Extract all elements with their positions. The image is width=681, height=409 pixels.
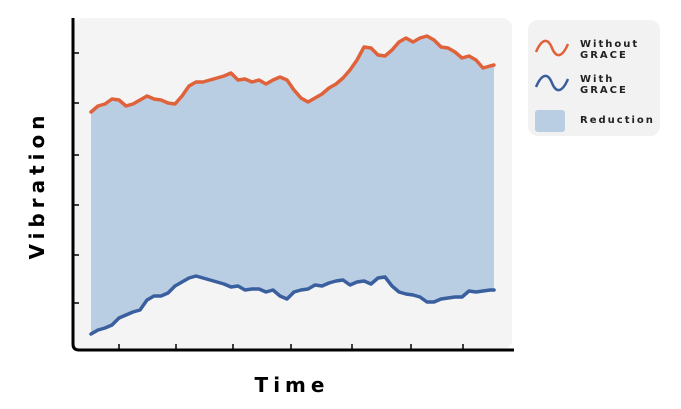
legend-item: Without GRACE (528, 36, 660, 66)
axes (71, 18, 514, 352)
x-axis-label: Time (255, 373, 330, 397)
series-line (89, 274, 496, 336)
legend-swatch (535, 110, 565, 132)
legend-line (534, 39, 570, 57)
reduction-area (91, 36, 494, 334)
legend-label: Reduction (580, 115, 655, 126)
legend-label: Without GRACE (580, 39, 640, 61)
legend-box (535, 110, 565, 132)
y-axis-label: Vibration (25, 110, 49, 259)
legend-swatch (534, 74, 570, 92)
legend: Without GRACE With GRACE Reduction (528, 20, 660, 136)
series-line (89, 34, 496, 114)
legend-swatch (534, 39, 570, 57)
legend-item: With GRACE (528, 71, 660, 101)
legend-item: Reduction (528, 106, 660, 136)
legend-label: With GRACE (580, 74, 628, 96)
legend-line (534, 74, 570, 92)
